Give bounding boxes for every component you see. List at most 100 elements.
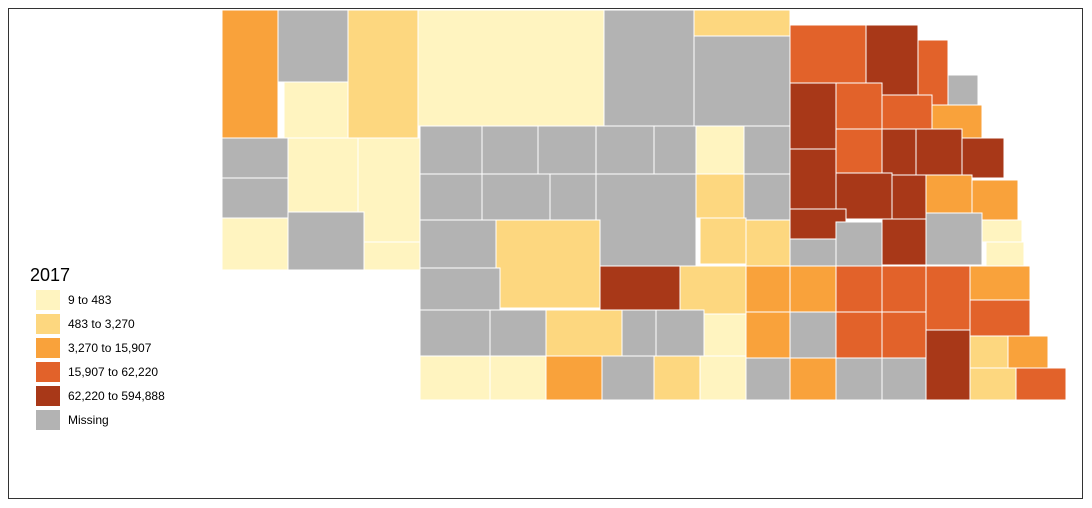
county: [287, 211, 365, 271]
county: [745, 357, 791, 401]
county: [417, 9, 605, 127]
county: [603, 9, 695, 127]
county: [835, 265, 883, 313]
legend-label: 15,907 to 62,220: [68, 365, 158, 379]
county: [419, 309, 491, 357]
county: [961, 137, 1005, 179]
frame: [8, 8, 1083, 499]
county: [545, 355, 603, 401]
legend-swatch: [36, 410, 60, 430]
county: [947, 74, 979, 106]
county: [695, 125, 745, 175]
county: [595, 125, 655, 175]
county: [789, 357, 837, 401]
county: [595, 173, 697, 267]
county: [419, 219, 497, 269]
legend-title: 2017: [30, 265, 70, 285]
county: [745, 311, 791, 359]
county: [489, 355, 547, 401]
county: [969, 265, 1031, 301]
legend: 9 to 483 483 to 3,270 3,270 to 15,907 15,90…: [36, 290, 165, 430]
county: [221, 9, 279, 139]
county: [545, 309, 623, 357]
county: [221, 217, 289, 271]
county: [881, 94, 933, 130]
county: [481, 125, 539, 175]
county: [495, 219, 601, 309]
county: [489, 309, 547, 357]
legend-label: Missing: [68, 413, 109, 427]
county: [881, 218, 927, 266]
legend-label: 483 to 3,270: [68, 317, 135, 331]
county: [363, 241, 421, 271]
county: [881, 128, 917, 176]
county: [835, 221, 883, 267]
county: [347, 9, 419, 139]
county: [653, 355, 701, 401]
county: [699, 217, 747, 265]
county: [835, 311, 883, 359]
county: [835, 82, 883, 130]
county: [693, 9, 791, 37]
county: [789, 24, 867, 84]
legend-label: 3,270 to 15,907: [68, 341, 152, 355]
county: [703, 313, 747, 357]
county: [655, 309, 705, 357]
county: [1007, 335, 1049, 369]
county: [695, 173, 745, 219]
county: [283, 81, 349, 139]
county: [601, 355, 655, 401]
county: [881, 311, 927, 359]
county: [599, 265, 681, 311]
county: [653, 125, 697, 175]
county: [743, 173, 791, 221]
county: [925, 174, 973, 214]
county: [419, 125, 483, 175]
county: [789, 265, 837, 313]
county: [419, 267, 501, 311]
legend-label: 62,220 to 594,888: [68, 389, 165, 403]
county: [881, 265, 927, 313]
county: [287, 137, 359, 213]
county: [277, 9, 349, 83]
county: [969, 299, 1031, 337]
county: [915, 128, 963, 176]
county: [693, 35, 791, 127]
county: [925, 212, 983, 266]
county: [969, 367, 1017, 401]
county: [419, 173, 483, 221]
county: [789, 82, 837, 150]
county: [549, 173, 597, 221]
legend-swatch: [36, 338, 60, 358]
county: [789, 311, 837, 359]
legend-swatch: [36, 290, 60, 310]
county: [985, 241, 1025, 269]
county: [419, 355, 491, 401]
county: [679, 265, 747, 315]
legend-swatch: [36, 362, 60, 382]
counties: [221, 9, 1067, 401]
county: [981, 219, 1023, 243]
county: [221, 177, 289, 219]
county: [835, 128, 883, 174]
county: [969, 335, 1009, 369]
legend-swatch: [36, 314, 60, 334]
county: [925, 265, 971, 331]
county: [481, 173, 551, 221]
county: [699, 355, 747, 401]
county: [835, 357, 883, 401]
county: [221, 137, 289, 179]
county: [621, 309, 657, 357]
county: [743, 125, 791, 175]
county: [1015, 367, 1067, 401]
county: [537, 125, 597, 175]
county: [745, 219, 791, 267]
county: [891, 174, 927, 220]
county: [745, 265, 791, 315]
county: [881, 357, 927, 401]
legend-swatch: [36, 386, 60, 406]
county: [357, 137, 421, 243]
county: [789, 148, 837, 210]
